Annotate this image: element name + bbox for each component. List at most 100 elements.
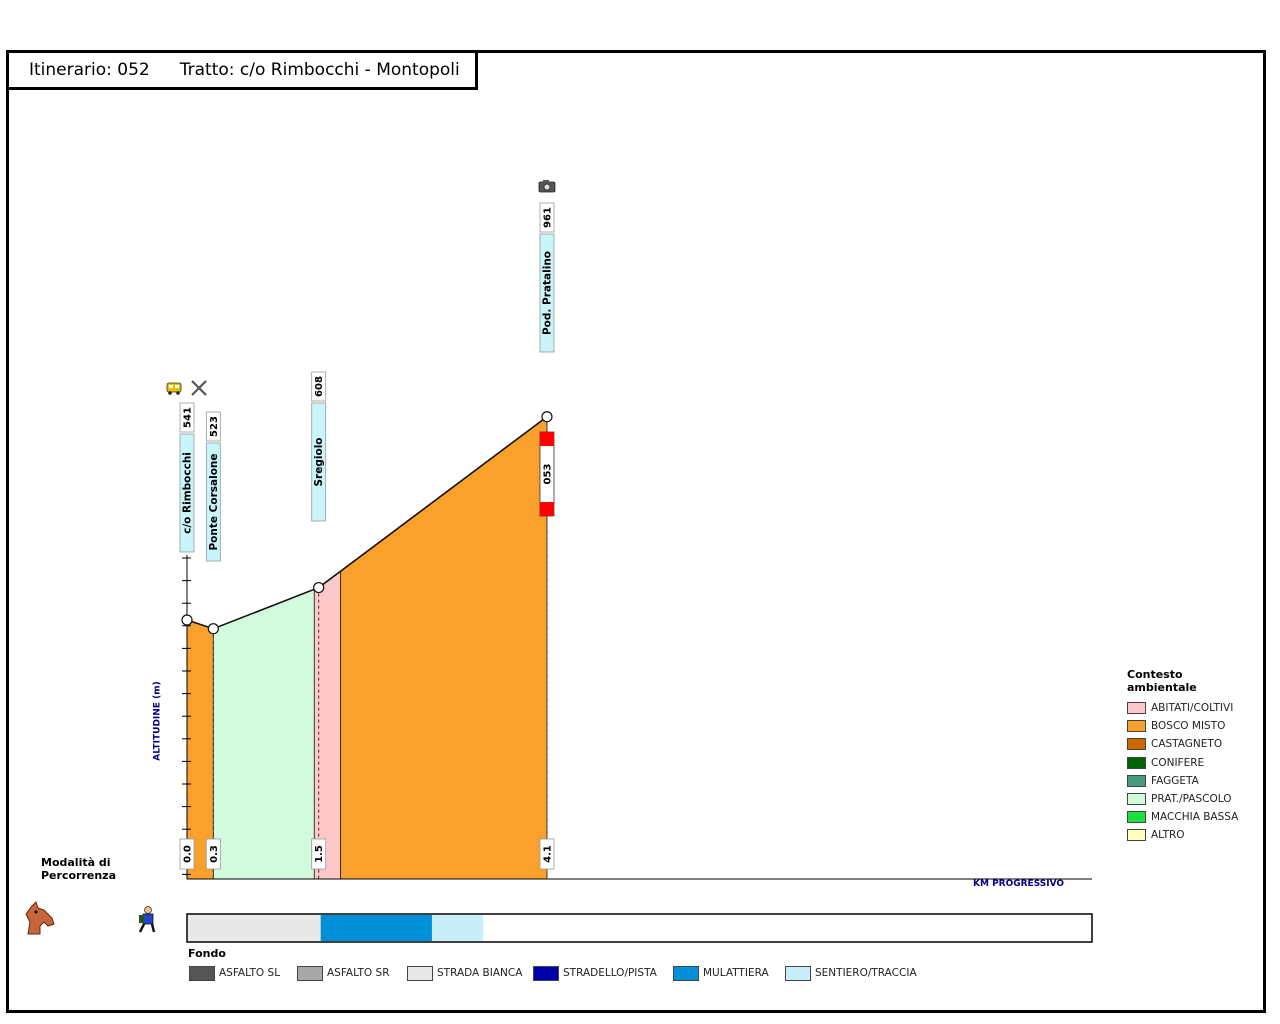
place-name-label: Pod. Pratalino <box>539 233 555 353</box>
ambient-legend-title: Contesto ambientale <box>1127 668 1197 694</box>
km-label: 4.1 <box>539 838 555 870</box>
ambient-segment <box>340 415 548 880</box>
legend-swatch <box>785 965 811 981</box>
y-axis-label: ALTITUDINE (m) <box>152 681 163 761</box>
fondo-legend-item: STRADA BIANCA <box>407 965 522 981</box>
place-name-label: Sregiolo <box>311 402 327 522</box>
ambient-legend-item: CONIFERE <box>1127 756 1204 770</box>
legend-label: FAGGETA <box>1151 774 1199 787</box>
point-marker <box>313 581 325 594</box>
legend-label: STRADA BIANCA <box>437 967 523 979</box>
fondo-legend-item: MULATTIERA <box>673 965 769 981</box>
legend-label: PRAT./PASCOLO <box>1151 793 1232 805</box>
ambient-legend-item: MACCHIA BASSA <box>1127 810 1238 824</box>
place-name-label: c/o Rimbocchi <box>179 433 195 553</box>
legend-swatch <box>1127 756 1146 769</box>
altitude-label-text: 523 <box>209 416 220 437</box>
ambient-segment <box>212 588 315 880</box>
km-label-text: 4.1 <box>542 845 553 863</box>
fondo-segment <box>320 915 432 941</box>
legend-label: ALTRO <box>1151 829 1185 842</box>
legend-label: STRADELLO/PISTA <box>563 967 657 979</box>
legend-label: MACCHIA BASSA <box>1151 811 1239 824</box>
legend-label: SENTIERO/TRACCIA <box>815 967 917 979</box>
altitude-label: 608 <box>311 371 327 402</box>
legend-label: CASTAGNETO <box>1151 738 1223 751</box>
legend-swatch <box>1127 738 1146 751</box>
place-name-box <box>311 402 327 522</box>
altitude-label-text: 608 <box>314 376 325 397</box>
legend-swatch <box>407 965 433 981</box>
fondo-legend-item: ASFALTO SR <box>297 965 390 981</box>
legend-label: ASFALTO SL <box>219 967 281 979</box>
fondo-legend-title: Fondo <box>188 947 226 960</box>
legend-label: ASFALTO SR <box>327 967 390 979</box>
km-label-box <box>179 838 195 870</box>
profile-line <box>186 416 548 630</box>
legend-swatch <box>1127 829 1146 842</box>
ambient-segment <box>313 570 342 880</box>
altitude-label: 961 <box>539 202 555 233</box>
altitude-label-box <box>539 202 555 233</box>
ambient-legend-item: PRAT./PASCOLO <box>1127 792 1231 806</box>
km-label: 0.0 <box>179 838 195 870</box>
fondo-segment <box>431 915 484 941</box>
legend-swatch <box>1127 720 1146 733</box>
km-label-text: 0.0 <box>183 845 194 863</box>
km-label-text: 1.5 <box>314 845 325 863</box>
ambient-legend-item: FAGGETA <box>1127 774 1199 788</box>
km-label: 0.3 <box>205 838 221 870</box>
ambient-legend-item: ABITATI/COLTIVI <box>1127 701 1233 715</box>
x-axis-label: KM PROGRESSIVO <box>973 879 1065 889</box>
point-marker <box>181 614 193 626</box>
legend-label: CONIFERE <box>1151 756 1205 769</box>
legend-label: ABITATI/COLTIVI <box>1151 702 1234 714</box>
fondo-segment <box>188 915 321 941</box>
legend-swatch <box>1127 774 1146 787</box>
km-label-box <box>311 838 327 870</box>
altitude-label: 523 <box>205 411 221 442</box>
connection-marker: 053 <box>539 431 555 517</box>
legend-swatch <box>1127 811 1146 824</box>
hiker-icon <box>138 906 156 933</box>
km-label: 1.5 <box>311 838 327 870</box>
bus-icon <box>166 382 182 395</box>
altitude-label: 541 <box>179 402 195 433</box>
camera-icon <box>538 180 556 193</box>
stretch-label: Tratto: c/o Rimbocchi - Montopoli <box>179 60 460 80</box>
crossed-tools-icon <box>191 380 207 396</box>
altitude-label-text: 961 <box>542 207 553 228</box>
point-marker <box>207 623 219 635</box>
place-name-box <box>205 442 221 562</box>
connection-top <box>539 432 554 446</box>
horse-icon <box>25 901 55 935</box>
legend-swatch <box>1127 793 1146 805</box>
ambient-legend-item: CASTAGNETO <box>1127 737 1222 751</box>
place-name-label: Ponte Corsalone <box>205 442 221 562</box>
point-marker <box>541 411 553 423</box>
place-name-text: c/o Rimbocchi <box>182 452 194 534</box>
legend-swatch <box>533 965 559 981</box>
legend-label: BOSCO MISTO <box>1151 720 1226 733</box>
fondo-legend-item: STRADELLO/PISTA <box>533 965 657 981</box>
legend-swatch <box>673 965 699 981</box>
place-name-text: Sregiolo <box>313 437 325 486</box>
connection-label: 053 <box>542 464 553 485</box>
legend-label: MULATTIERA <box>703 967 769 979</box>
itinerary-label: Itinerario: 052 <box>29 60 150 80</box>
place-name-text: Pod. Pratalino <box>541 251 553 335</box>
connection-bottom <box>539 502 554 516</box>
ambient-legend-item: ALTRO <box>1127 828 1185 842</box>
place-name-box <box>539 233 555 353</box>
km-label-box <box>205 838 221 870</box>
km-label-box <box>539 838 555 870</box>
legend-swatch <box>189 965 215 981</box>
altitude-label-text: 541 <box>183 407 194 428</box>
altitude-label-box <box>311 371 327 402</box>
modes-title: Modalità di Percorrenza <box>41 856 116 882</box>
legend-swatch <box>1127 702 1146 714</box>
legend-swatch <box>297 965 323 981</box>
place-name-box <box>179 433 195 553</box>
altitude-label-box <box>179 402 195 433</box>
